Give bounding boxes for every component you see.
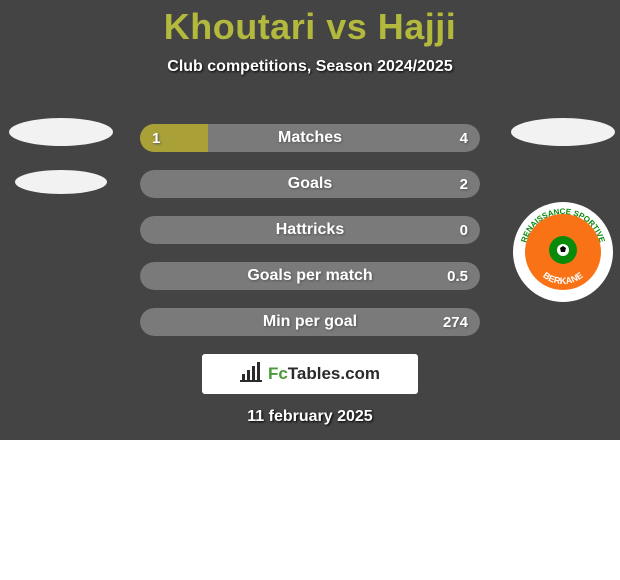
bar-track bbox=[140, 216, 480, 244]
player-left-badge bbox=[6, 118, 116, 194]
bar-track bbox=[140, 308, 480, 336]
stat-bar: 14Matches bbox=[140, 124, 480, 152]
subtitle: Club competitions, Season 2024/2025 bbox=[0, 58, 620, 76]
stats-card: Khoutari vs Hajji Club competitions, Sea… bbox=[0, 0, 620, 440]
brand-text: FcTables.com bbox=[268, 364, 380, 384]
player-silhouette-head bbox=[9, 118, 113, 146]
brand-panel[interactable]: FcTables.com bbox=[202, 354, 418, 394]
player-silhouette-body bbox=[15, 170, 107, 194]
player-right-badge: RENAISSANCE SPORTIVEBERKANE bbox=[508, 118, 618, 302]
brand-chart-icon bbox=[240, 362, 262, 387]
stat-bar: 0Hattricks bbox=[140, 216, 480, 244]
club-logo-rs-berkane: RENAISSANCE SPORTIVEBERKANE bbox=[513, 202, 613, 302]
stat-bar: 2Goals bbox=[140, 170, 480, 198]
page-title: Khoutari vs Hajji bbox=[0, 0, 620, 48]
player-silhouette-head bbox=[511, 118, 615, 146]
stat-bar: 0.5Goals per match bbox=[140, 262, 480, 290]
brand-suffix: Tables.com bbox=[288, 364, 380, 383]
bar-track bbox=[140, 262, 480, 290]
bar-fill-left bbox=[140, 124, 208, 152]
snapshot-date: 11 february 2025 bbox=[0, 408, 620, 426]
comparison-bars: 14Matches 2Goals 0Hattricks 0.5Goals per ma… bbox=[140, 124, 480, 354]
brand-prefix: Fc bbox=[268, 364, 288, 383]
bar-track bbox=[140, 170, 480, 198]
stat-bar: 274Min per goal bbox=[140, 308, 480, 336]
